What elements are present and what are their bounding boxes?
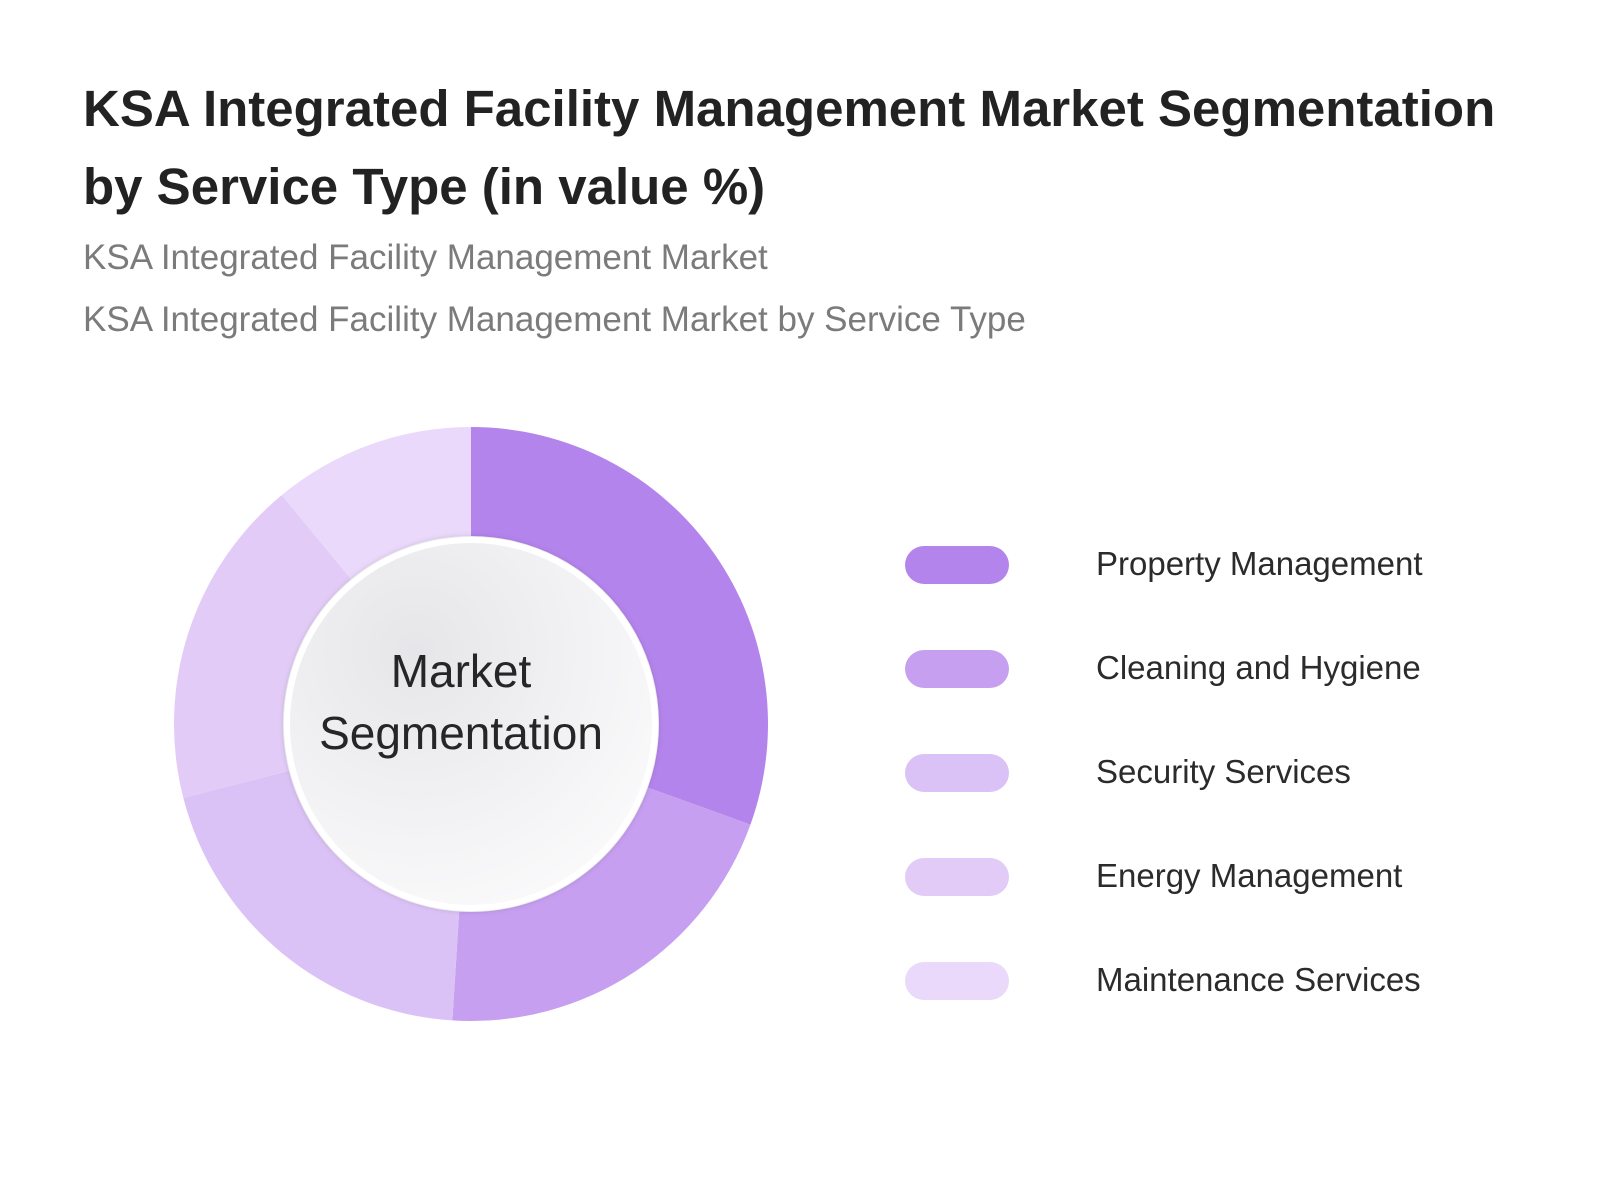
legend-item: Security Services: [905, 746, 1555, 850]
donut-slice-energy-management: [174, 495, 352, 798]
legend-swatch: [905, 754, 1009, 792]
chart-legend: Property Management Cleaning and Hygiene S…: [905, 538, 1555, 1058]
legend-item: Energy Management: [905, 850, 1555, 954]
legend-label: Cleaning and Hygiene: [1096, 649, 1421, 686]
legend-label: Energy Management: [1096, 857, 1403, 894]
donut-center-disc: [284, 537, 658, 911]
center-label-line-1: Market: [390, 645, 532, 697]
legend-swatch: [905, 962, 1009, 1000]
legend-item: Maintenance Services: [905, 954, 1555, 1058]
chart-subtitle-market: KSA Integrated Facility Management Marke…: [83, 238, 768, 277]
chart-title: KSA Integrated Facility Management Marke…: [83, 80, 1496, 215]
donut-center-label: Market Segmentation: [286, 640, 636, 764]
donut-slices: [174, 427, 768, 1022]
legend-swatch: [905, 650, 1009, 688]
chart-subtitle-service-type: KSA Integrated Facility Management Marke…: [83, 300, 1026, 339]
center-label-line-2: Segmentation: [319, 707, 603, 759]
donut-slice-security-services: [183, 770, 460, 1021]
legend-swatch: [905, 546, 1009, 584]
legend-label: Property Management: [1096, 545, 1423, 582]
legend-label: Security Services: [1096, 753, 1351, 790]
legend-label: Maintenance Services: [1096, 961, 1421, 998]
legend-swatch: [905, 858, 1009, 896]
legend-item: Cleaning and Hygiene: [905, 642, 1555, 746]
donut-slice-maintenance-services: [281, 427, 471, 580]
legend-item: Property Management: [905, 538, 1555, 642]
donut-slice-property-management: [471, 427, 768, 825]
donut-slice-cleaning-and-hygiene: [452, 787, 751, 1022]
